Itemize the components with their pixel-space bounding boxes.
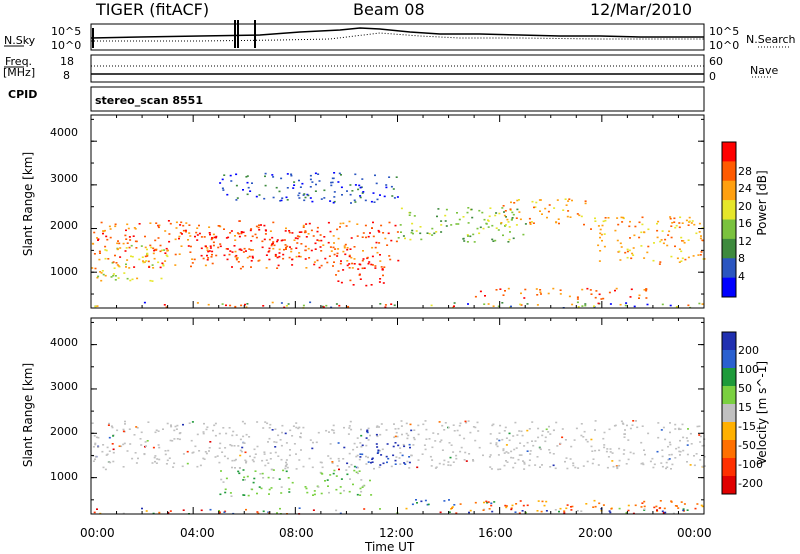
velocity-colorbar-segment	[722, 422, 736, 441]
cpid-panel-frame	[90, 86, 705, 112]
vel-cb-tick-m100: -100	[738, 458, 763, 471]
nsky-label: N.Sky	[4, 34, 36, 47]
power-cb-tick-24: 24	[738, 182, 752, 195]
cpid-value: stereo_scan 8551	[95, 94, 203, 107]
xlabel: Time UT	[365, 540, 415, 554]
power-ytick-2000: 2000	[50, 219, 78, 232]
xtick-2: 08:00	[279, 526, 314, 540]
vel-cb-tick-m200: -200	[738, 477, 763, 490]
xtick-1: 04:00	[180, 526, 215, 540]
power-colorbar-segment	[722, 219, 736, 240]
power-colorbar-segment	[722, 238, 736, 259]
power-panel-frame	[90, 114, 705, 309]
power-cb-tick-20: 20	[738, 200, 752, 213]
nave-label: Nave	[750, 64, 779, 77]
velocity-colorbar-segment	[722, 332, 736, 351]
nave-tick-bottom: 0	[709, 70, 716, 83]
nave-tick-top: 60	[709, 55, 723, 68]
date-label: 12/Mar/2010	[590, 0, 693, 19]
velocity-colorbar-segment	[722, 476, 736, 495]
power-colorbar-segment	[722, 161, 736, 182]
velocity-colorbar-segment	[722, 368, 736, 387]
nsky-spike	[92, 28, 94, 48]
nsearch-label: N.Search	[746, 33, 796, 46]
vel-cb-tick-15: 15	[738, 401, 752, 414]
nsearch-tick-bottom: 10^0	[709, 39, 740, 52]
velocity-colorbar-segment	[722, 386, 736, 405]
freq-ytick-bottom: 8	[63, 69, 70, 82]
beam-label: Beam 08	[353, 0, 425, 19]
vel-ytick-2000: 2000	[50, 425, 78, 438]
nsearch-trace	[91, 32, 704, 42]
nsky-trace	[90, 27, 704, 39]
vel-cb-tick-200: 200	[738, 344, 759, 357]
vel-cb-tick-100: 100	[738, 363, 759, 376]
xtick-5: 20:00	[578, 526, 613, 540]
power-cb-tick-8: 8	[738, 252, 745, 265]
power-cb-tick-28: 28	[738, 165, 752, 178]
power-cb-tick-4: 4	[738, 270, 745, 283]
nsky-ytick-top: 10^5	[51, 25, 82, 38]
velocity-colorbar-segment	[722, 458, 736, 477]
power-ytick-4000: 4000	[50, 126, 78, 139]
xtick-4: 16:00	[478, 526, 513, 540]
vel-ytick-4000: 4000	[50, 336, 78, 349]
nsky-ytick-bottom: 10^0	[51, 39, 82, 52]
radar-title: TIGER (fitACF)	[96, 0, 210, 19]
velocity-colorbar-segment	[722, 404, 736, 423]
freq-panel-frame	[90, 54, 705, 83]
vel-ytick-3000: 3000	[50, 380, 78, 393]
velocity-heatmap-cells	[91, 420, 706, 515]
power-heatmap-cells	[91, 172, 706, 309]
power-colorbar-segment	[722, 142, 736, 162]
power-colorbar-segment	[722, 180, 736, 201]
power-colorbar-segment	[722, 277, 736, 298]
freq-unit: [MHz]	[3, 66, 36, 79]
vel-cb-tick-m15: -15	[738, 420, 756, 433]
vel-cb-tick-50: 50	[738, 382, 752, 395]
nsky-spike	[237, 20, 239, 48]
cpid-label: CPID	[8, 88, 38, 101]
vel-cb-tick-m50: -50	[738, 439, 756, 452]
power-cb-tick-12: 12	[738, 235, 752, 248]
freq-ytick-top: 18	[60, 55, 74, 68]
power-colorbar-frame	[721, 141, 737, 298]
power-ytick-3000: 3000	[50, 172, 78, 185]
power-ytick-1000: 1000	[50, 265, 78, 278]
power-cb-tick-16: 16	[738, 217, 752, 230]
xtick-6: 00:00	[677, 526, 712, 540]
velocity-colorbar-frame	[721, 331, 737, 495]
xtick-3: 12:00	[379, 526, 414, 540]
power-colorbar-segment	[722, 200, 736, 220]
power-colorbar-segment	[722, 258, 736, 278]
nsky-spike	[254, 20, 256, 48]
velocity-panel-frame	[90, 317, 705, 515]
nsearch-tick-top: 10^5	[709, 25, 740, 38]
xtick-0: 00:00	[80, 526, 115, 540]
nsky-spike	[234, 20, 236, 48]
velocity-colorbar-segment	[722, 350, 736, 369]
velocity-colorbar-segment	[722, 440, 736, 459]
vel-ytick-1000: 1000	[50, 470, 78, 483]
freq-label: Freq.	[5, 55, 33, 68]
